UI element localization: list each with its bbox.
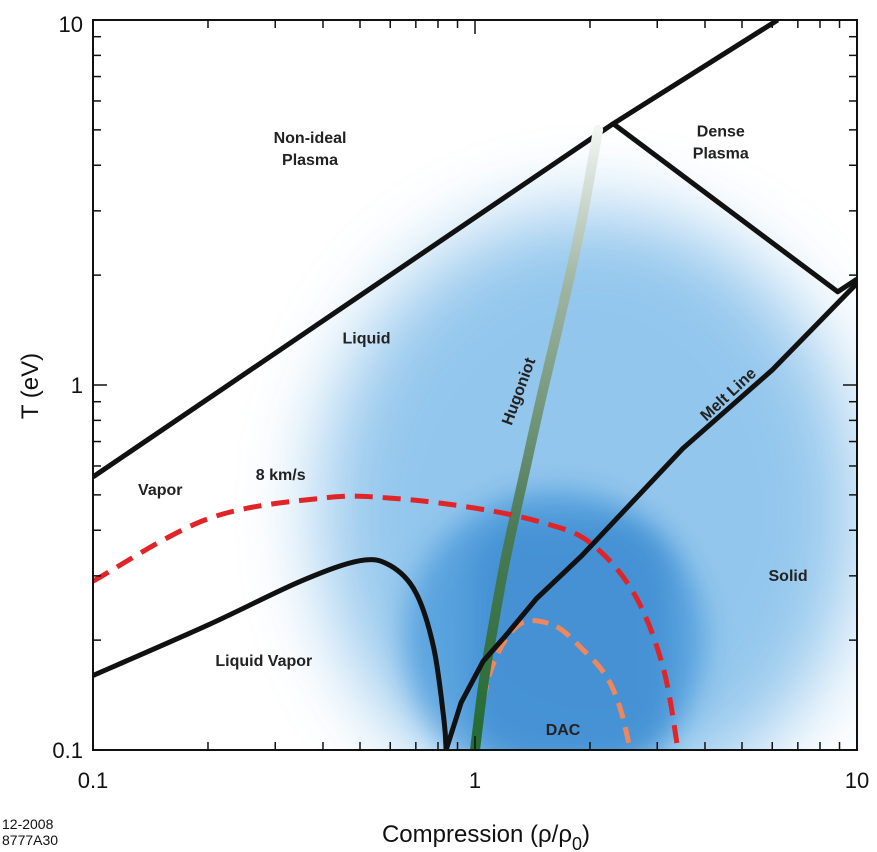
figure-date: 12-2008 xyxy=(2,816,54,832)
region-shading xyxy=(320,210,857,750)
region-label-dense-plasma: Dense Plasma xyxy=(693,123,749,162)
x-axis-title-subscript: 0 xyxy=(572,834,582,852)
x-tick-label: 10 xyxy=(845,768,869,793)
x-axis-title-main: Compression (ρ/ρ xyxy=(382,821,572,848)
y-tick-label: 10 xyxy=(59,12,83,37)
region-label-vapor: Vapor xyxy=(138,482,182,499)
tick-layer xyxy=(92,20,857,751)
region-label-liquid-vapor: Liquid Vapor xyxy=(215,653,312,670)
y-tick-label: 0.1 xyxy=(52,738,83,763)
region-label-dac: DAC xyxy=(546,722,581,739)
x-axis-title-end: ) xyxy=(582,821,590,848)
figure-code: 12-2008 8777A30 xyxy=(2,816,58,848)
series-8-km-s xyxy=(93,493,681,750)
x-axis-title: Compression (ρ/ρ0) xyxy=(382,821,590,852)
data-layer xyxy=(93,20,857,750)
y-tick-label: 1 xyxy=(71,373,83,398)
dense-plasma-boundary xyxy=(611,121,857,295)
figure-id: 8777A30 xyxy=(2,832,59,848)
region-label-solid: Solid xyxy=(769,568,808,585)
y-axis-title: T (eV) xyxy=(17,353,44,419)
x-tick-label: 1 xyxy=(469,768,481,793)
region-label-liquid: Liquid xyxy=(343,330,391,347)
series-label-8-km-s: 8 km/s xyxy=(256,467,306,484)
x-tick-label: 0.1 xyxy=(78,768,109,793)
dac-boundary xyxy=(472,618,633,750)
region-label-non-ideal-plasma: Non-ideal Plasma xyxy=(274,130,347,169)
series-melt-line xyxy=(443,281,857,750)
series-hugoniot xyxy=(470,124,604,750)
coexistence-dome xyxy=(93,557,449,750)
